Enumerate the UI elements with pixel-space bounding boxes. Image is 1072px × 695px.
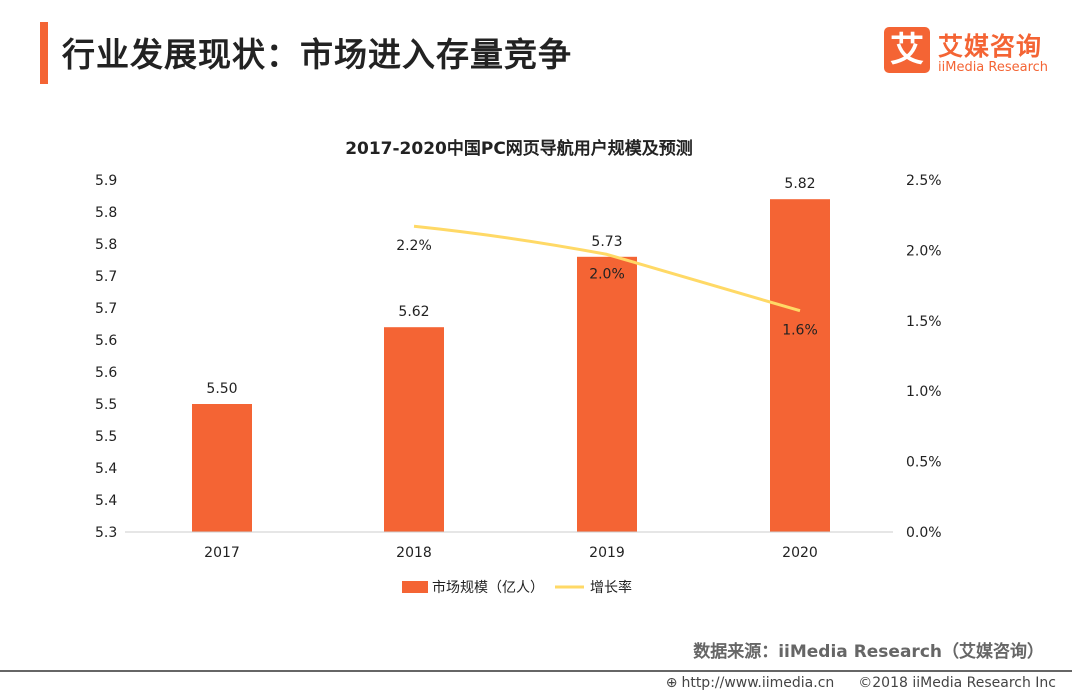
left-tick-label: 5.7 (95, 301, 117, 317)
source-note: 数据来源：iiMedia Research（艾媒咨询） (693, 642, 1044, 662)
bar-value-label: 5.73 (591, 234, 622, 250)
line-value-label: 1.6% (782, 323, 818, 339)
bar (192, 404, 252, 532)
line-value-label: 2.2% (396, 238, 432, 254)
bar-value-label: 5.62 (398, 304, 429, 320)
right-tick-label: 2.5% (906, 173, 942, 189)
x-tick-label: 2019 (589, 545, 625, 561)
right-tick-label: 0.5% (906, 455, 942, 471)
left-tick-label: 5.8 (95, 205, 117, 221)
legend-bar-label: 市场规模（亿人） (432, 579, 544, 596)
title-accent-bar (40, 22, 48, 84)
line-value-label: 2.0% (589, 266, 625, 282)
bar (384, 327, 444, 532)
footer-divider (0, 670, 1072, 672)
chart: 2017-2020中国PC网页导航用户规模及预测 5.3 5.4 5.4 5.5 5.5… (95, 138, 942, 596)
bar-value-label: 5.50 (206, 381, 237, 397)
left-tick-label: 5.6 (95, 333, 117, 349)
legend-bar-swatch (402, 581, 428, 593)
x-tick-label: 2018 (396, 545, 432, 561)
page-title: 行业发展现状：市场进入存量竞争 (62, 35, 572, 74)
logo: 艾 艾媒咨询 iiMedia Research (884, 27, 1064, 79)
left-tick-label: 5.3 (95, 525, 117, 541)
left-tick-label: 5.4 (95, 493, 117, 509)
bar-value-label: 5.82 (784, 176, 815, 192)
right-tick-label: 2.0% (906, 243, 942, 259)
bar (770, 199, 830, 532)
footer-copyright: ©2018 iiMedia Research Inc (858, 675, 1056, 691)
left-tick-label: 5.8 (95, 237, 117, 253)
x-tick-label: 2020 (782, 545, 818, 561)
left-tick-label: 5.6 (95, 365, 117, 381)
globe-icon: ⊕ (665, 675, 678, 691)
logo-en: iiMedia Research (938, 60, 1049, 75)
right-tick-label: 1.0% (906, 384, 942, 400)
right-tick-label: 1.5% (906, 314, 942, 330)
bar (577, 256, 637, 532)
logo-mark: 艾 (884, 27, 930, 73)
left-tick-label: 5.5 (95, 397, 117, 413)
left-tick-label: 5.5 (95, 429, 117, 445)
legend: 市场规模（亿人） 增长率 (402, 579, 632, 596)
x-tick-label: 2017 (204, 545, 240, 561)
footer-url[interactable]: http://www.iimedia.cn (681, 675, 835, 691)
growth-rate-line (413, 224, 801, 313)
logo-cn: 艾媒咨询 (938, 32, 1043, 61)
footer: ⊕ http://www.iimedia.cn ©2018 iiMedia Rese… (642, 675, 1056, 691)
left-tick-label: 5.4 (95, 461, 117, 477)
left-tick-label: 5.9 (95, 173, 117, 189)
right-tick-label: 0.0% (906, 525, 942, 541)
left-tick-label: 5.7 (95, 269, 117, 285)
chart-title: 2017-2020中国PC网页导航用户规模及预测 (345, 138, 693, 159)
legend-line-label: 增长率 (590, 579, 632, 596)
